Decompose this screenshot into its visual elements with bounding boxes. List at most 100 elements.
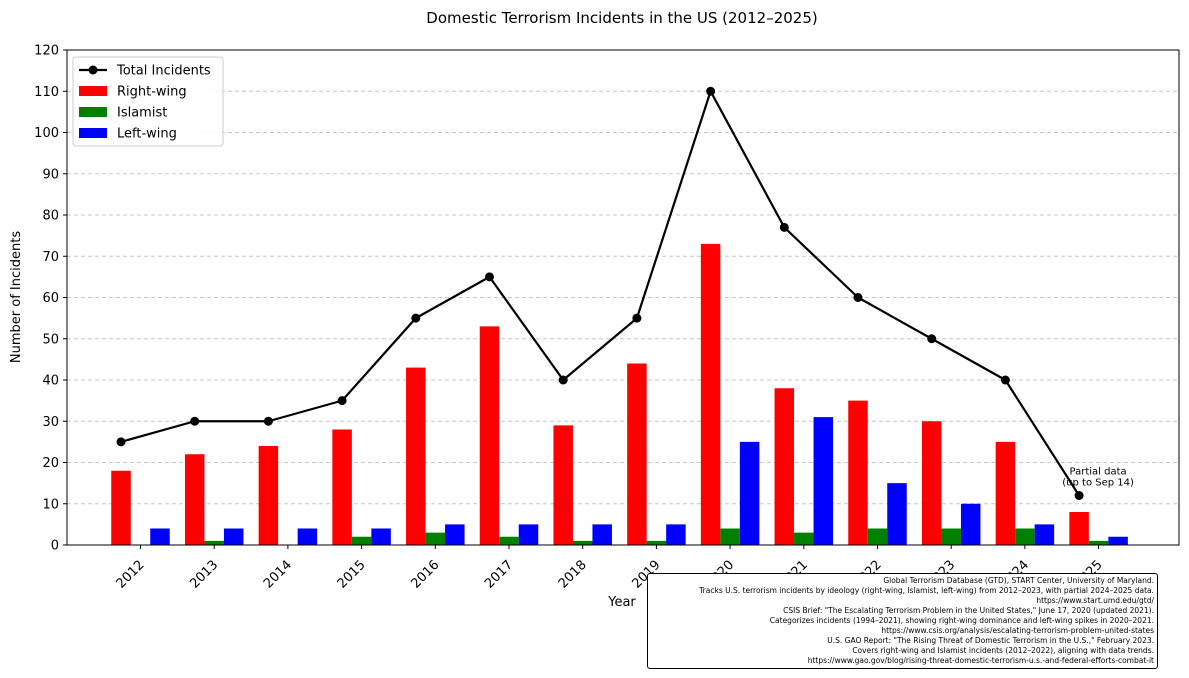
x-tick-label: 2017 (482, 558, 516, 592)
total-point (1000, 375, 1010, 385)
bar-islamist (867, 528, 888, 545)
sources-box: Global Terrorism Database (GTD), START C… (647, 573, 1158, 669)
legend-label: Total Incidents (116, 64, 211, 79)
bar-islamist (941, 528, 961, 545)
source-line: Global Terrorism Database (GTD), START C… (883, 576, 1154, 585)
legend-swatch (79, 107, 107, 117)
total-point (485, 272, 494, 282)
y-tick-label: 20 (42, 456, 59, 471)
bar-left-wing (150, 528, 170, 545)
legend-marker (88, 65, 98, 75)
bar-right-wing (184, 454, 205, 545)
total-point (190, 416, 200, 426)
bar-right-wing (700, 243, 721, 545)
y-tick-label: 50 (42, 332, 59, 347)
x-tick-label: 2012 (114, 558, 148, 592)
bar-right-wing (921, 421, 942, 545)
bars (111, 243, 1128, 545)
total-point (116, 437, 126, 447)
total-point (706, 86, 716, 96)
bar-left-wing (518, 524, 539, 545)
x-tick-label: 2018 (556, 558, 590, 592)
y-tick-label: 60 (42, 291, 59, 306)
x-axis-label: Year (607, 595, 636, 610)
bar-right-wing (553, 425, 573, 545)
x-tick-label: 2015 (335, 558, 369, 592)
source-url: https://www.csis.org/analysis/escalating… (881, 626, 1154, 636)
chart-title: Domestic Terrorism Incidents in the US (… (426, 9, 817, 27)
bar-left-wing (445, 524, 465, 545)
annotation: Partial data(up to Sep 14) (1062, 467, 1134, 489)
legend-label: Islamist (117, 106, 167, 121)
bar-left-wing (813, 417, 834, 545)
legend-box (72, 56, 224, 147)
source-line: CSIS Brief: "The Escalating Terrorism Pr… (783, 606, 1154, 616)
total-point (1074, 491, 1084, 500)
bar-islamist (1015, 528, 1035, 545)
y-tick-label: 120 (34, 44, 59, 59)
source-url: https://www.start.umd.edu/gtd/ (1036, 596, 1154, 606)
bar-islamist (351, 536, 372, 545)
bar-left-wing (371, 528, 391, 545)
bar-left-wing (1108, 536, 1128, 545)
total-point (411, 313, 421, 323)
bar-right-wing (995, 441, 1016, 545)
annotation-text: Partial data (1070, 467, 1127, 478)
source-line: Tracks U.S. terrorism incidents by ideol… (699, 586, 1154, 596)
y-tick-label: 70 (42, 250, 59, 265)
total-point (853, 293, 863, 302)
legend-label: Right-wing (117, 85, 187, 100)
bar-right-wing (774, 388, 795, 545)
legend: Total Incidents Right-wing Islamist Left-wi… (72, 56, 224, 147)
total-point (632, 313, 642, 323)
bar-islamist (425, 532, 446, 545)
bar-islamist (499, 536, 519, 545)
bar-left-wing (666, 524, 686, 545)
source-url: https://www.gao.gov/blog/rising-threat-d… (807, 656, 1154, 666)
bar-left-wing (739, 441, 760, 545)
total-point (779, 222, 789, 232)
bar-right-wing (627, 363, 647, 545)
y-tick-label: 90 (42, 167, 59, 182)
legend-swatch (79, 86, 107, 96)
bar-right-wing (111, 470, 131, 545)
source-line: Covers right-wing and Islamist incidents… (852, 646, 1154, 656)
total-point (927, 334, 937, 344)
x-tick-label: 2013 (187, 558, 221, 592)
legend-swatch (79, 128, 107, 138)
y-tick-label: 0 (51, 539, 59, 554)
bar-right-wing (332, 429, 352, 545)
bar-islamist (720, 528, 740, 545)
total-point (337, 396, 347, 406)
total-line (116, 86, 1084, 500)
bar-left-wing (223, 528, 244, 545)
bar-left-wing (887, 483, 907, 545)
source-line: U.S. GAO Report: "The Rising Threat of D… (827, 636, 1154, 646)
bar-islamist (794, 532, 814, 545)
x-tick-label: 2016 (408, 558, 442, 592)
bar-islamist (572, 540, 593, 545)
y-tick-label: 10 (42, 497, 59, 512)
total-line-path (120, 90, 1081, 497)
bar-left-wing (592, 524, 612, 545)
y-axis: 0 10 20 30 40 50 60 70 80 90 100 110 120 (34, 44, 67, 554)
y-axis-label: Number of Incidents (9, 231, 24, 363)
y-tick-label: 30 (42, 415, 59, 430)
bar-left-wing (960, 503, 981, 545)
bar-right-wing (406, 367, 426, 545)
y-tick-label: 80 (42, 209, 59, 224)
bar-right-wing (848, 400, 868, 545)
bar-left-wing (297, 528, 318, 545)
total-point (263, 416, 273, 426)
bar-islamist (646, 540, 667, 545)
y-tick-label: 110 (34, 85, 59, 100)
total-point (558, 375, 568, 385)
x-tick-label: 2014 (261, 558, 295, 592)
y-tick-label: 100 (34, 126, 59, 141)
annotation-text: (up to Sep 14) (1062, 478, 1134, 489)
bar-right-wing (479, 326, 500, 545)
bar-right-wing (1069, 512, 1089, 545)
bar-islamist (204, 540, 224, 545)
legend-label: Left-wing (117, 127, 177, 142)
bar-islamist (1088, 540, 1109, 545)
